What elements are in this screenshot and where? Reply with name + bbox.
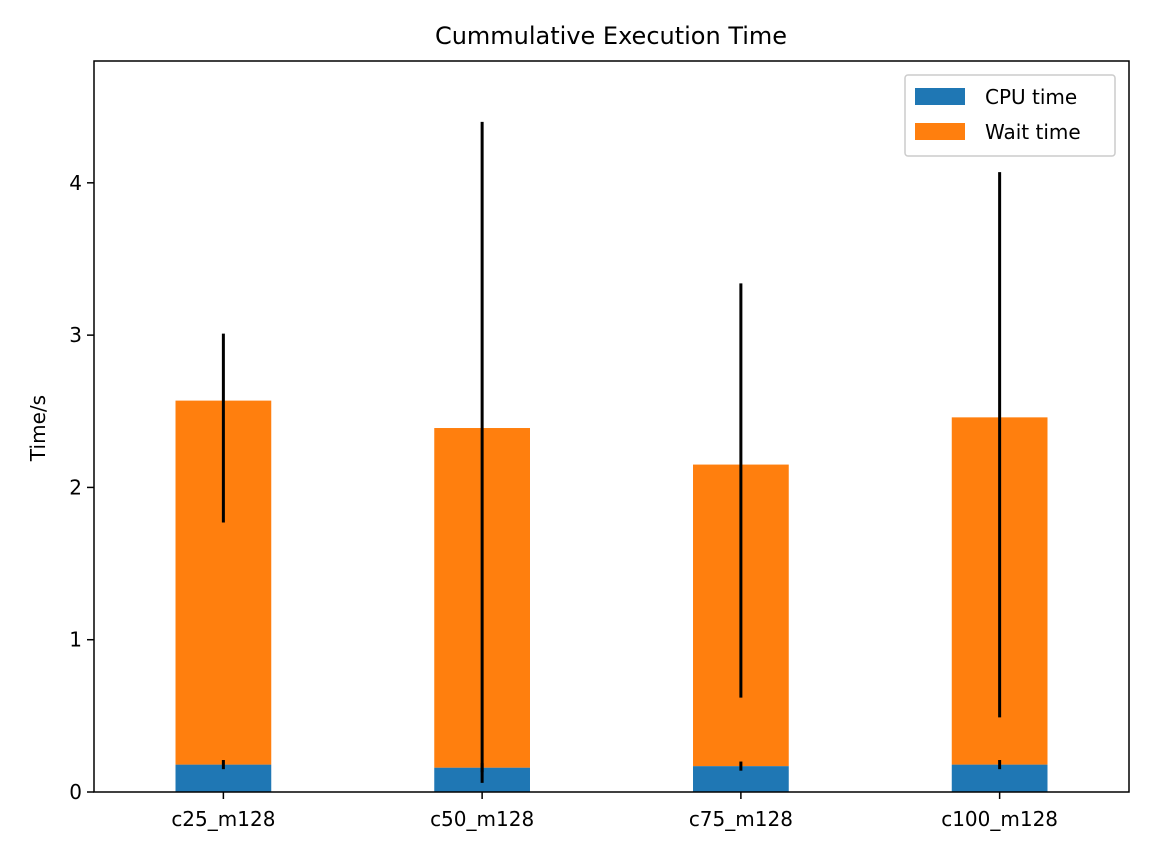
- legend-label-wait: Wait time: [985, 120, 1081, 144]
- x-tick-label: c75_m128: [689, 807, 793, 831]
- chart-title: Cummulative Execution Time: [435, 22, 787, 50]
- x-tick-label: c25_m128: [171, 807, 275, 831]
- y-tick-label: 2: [69, 475, 82, 499]
- plot-frame: [93, 60, 1130, 793]
- y-tick-label: 0: [69, 780, 82, 804]
- y-axis: 0 1 2 3 4: [69, 171, 94, 804]
- x-tick-label: c100_m128: [941, 807, 1058, 831]
- y-tick-label: 4: [69, 171, 82, 195]
- errorbars-layer: [221, 121, 1002, 783]
- bars-layer: [175, 400, 1048, 792]
- x-tick-label: c50_m128: [430, 807, 534, 831]
- legend: CPU time Wait time: [904, 74, 1116, 157]
- legend-swatch-wait: [915, 123, 965, 140]
- y-tick-label: 1: [69, 628, 82, 652]
- y-axis-label: Time/s: [26, 395, 50, 462]
- y-tick-label: 3: [69, 323, 82, 347]
- legend-label-cpu: CPU time: [985, 85, 1077, 109]
- legend-swatch-cpu: [915, 88, 965, 105]
- x-axis: c25_m128 c50_m128 c75_m128 c100_m128: [171, 792, 1058, 831]
